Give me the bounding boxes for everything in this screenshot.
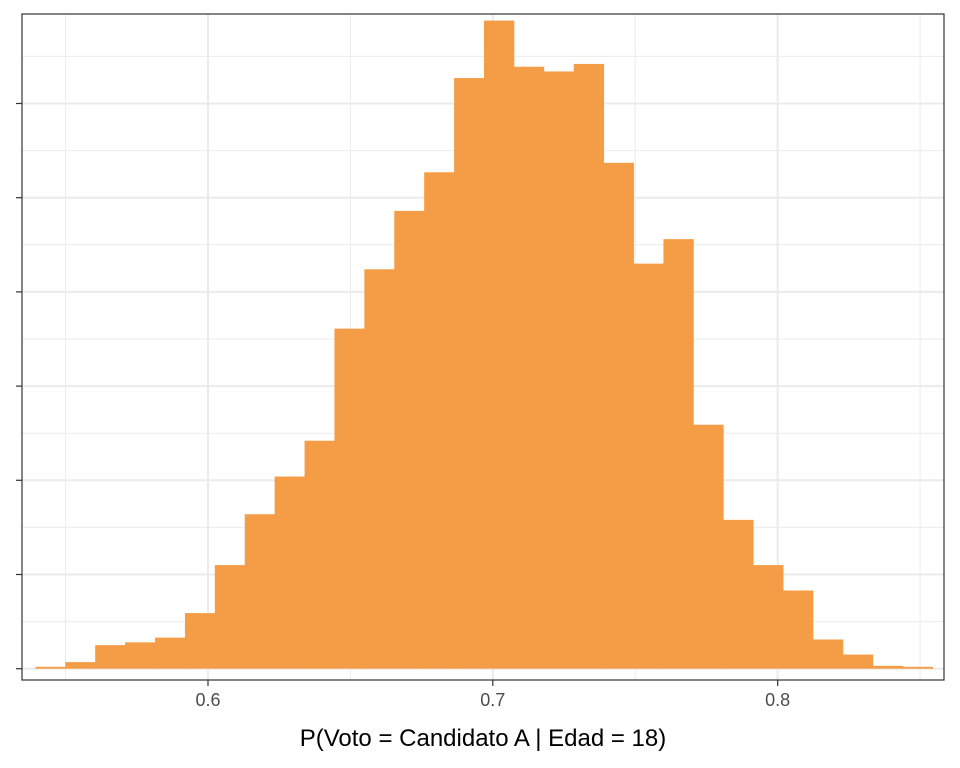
x-tick-label: 0.7 [480,690,505,710]
histogram-bar [244,514,276,669]
histogram-bar [394,210,425,669]
histogram-bar [663,239,694,669]
histogram-bar [95,645,126,669]
histogram-bar [723,519,754,669]
histogram-bar [125,642,156,669]
histogram-bar [454,78,485,669]
panel-border [21,13,945,681]
histogram-bar [513,66,545,669]
histogram-bar [603,162,634,669]
histogram-bar [812,639,844,669]
histogram-bar [872,665,904,669]
histogram-bar [155,637,186,669]
x-tick-label: 0.6 [195,690,220,710]
histogram-bar [35,666,66,669]
x-axis-title: P(Voto = Candidato A | Edad = 18) [300,725,667,752]
histogram-bar [483,20,515,669]
histogram-bar [364,269,395,669]
histogram-bar [65,662,96,669]
histogram-bar [842,654,874,669]
histogram-bars [35,20,934,669]
histogram-bar [543,71,575,669]
histogram-bar [633,263,664,669]
histogram-bar [573,63,605,669]
histogram-bar [902,666,934,669]
x-axis-ticks: 0.6 0.7 0.8 [195,680,790,710]
histogram-bar [184,613,216,669]
histogram-bar [783,590,814,669]
x-tick-label: 0.8 [765,690,790,710]
histogram-bar [304,440,335,669]
histogram-bar [334,328,365,669]
histogram-bar [753,565,784,669]
y-axis-ticks [16,102,22,670]
histogram-bar [274,476,305,669]
histogram-bar [693,424,724,669]
histogram-bar [424,172,455,669]
histogram-bar [214,565,246,669]
